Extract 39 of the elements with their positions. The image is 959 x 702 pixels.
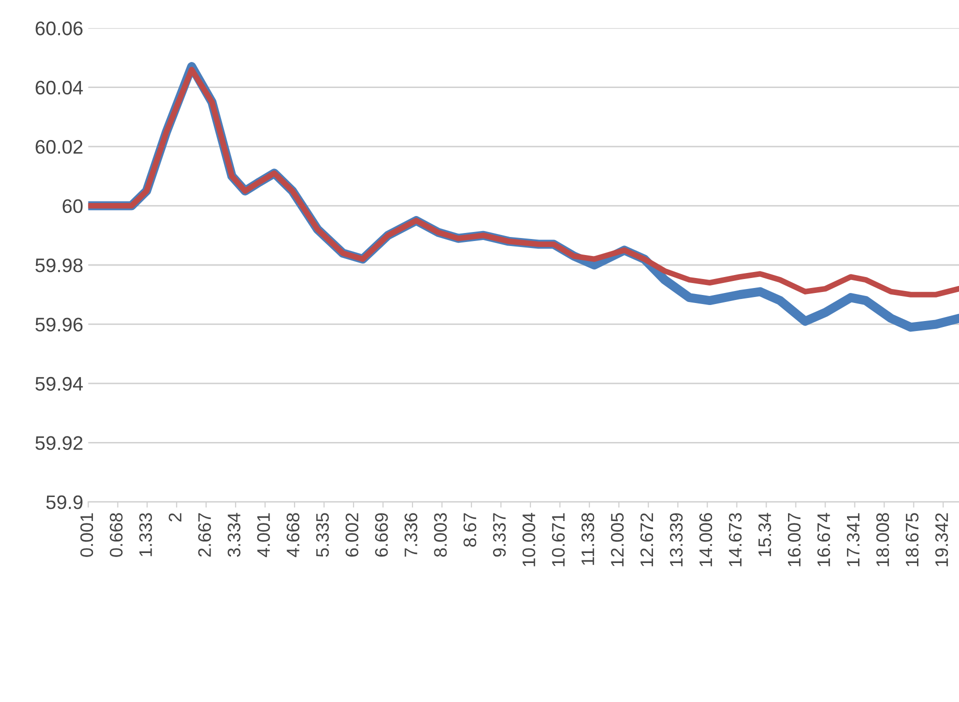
x-tick-label: 5.335 [316,513,329,557]
x-tick-label: 12.005 [610,513,624,566]
x-tick-label: 9.337 [493,513,506,557]
y-tick-label: 59.96 [35,318,83,332]
y-tick-label: 60 [62,199,83,214]
x-tick-label: 0.001 [80,513,94,557]
x-tick-label: 16.674 [817,512,830,566]
x-tick-label: 15.34 [758,512,772,556]
x-tick-label: 18.008 [876,513,890,566]
x-tick-label: 6.002 [346,513,358,557]
x-tick-label: 8.003 [434,513,447,557]
y-tick-label: 60.04 [36,80,83,95]
x-tick-label: 8.67 [464,513,476,547]
y-tick-label: 60.06 [36,22,83,36]
x-tick-label: 3.334 [228,512,240,557]
x-tick-label: 7.336 [404,513,418,557]
x-tick-label: 17.341 [846,513,860,566]
x-tick-label: 16.007 [788,513,801,566]
x-tick-label: 2 [168,513,182,522]
x-tick-label: 14.006 [699,513,712,566]
y-tick-label: 60.02 [36,140,82,154]
x-tick-label: 12.672 [640,513,654,566]
x-tick-label: 19.342 [935,513,948,566]
x-tick-label: 4.001 [257,513,270,558]
x-tick-label: 10.004 [522,512,536,566]
x-tick-label: 0.668 [110,513,123,557]
y-tick-label: 59.9 [46,495,82,510]
y-tick-label: 59.94 [35,376,83,391]
x-tick-label: 1.333 [139,513,152,556]
x-tick-label: 14.673 [728,513,742,566]
x-tick-label: 2.667 [198,513,211,557]
y-tick-label: 59.98 [35,258,83,272]
y-tick-label: 59.92 [35,436,82,450]
x-tick-label: 4.668 [286,513,300,558]
x-tick-label: 13.339 [670,513,683,566]
x-tick-label: 11.338 [581,513,594,565]
x-tick-label: 18.675 [906,513,919,566]
x-tick-label: 6.669 [375,513,388,557]
x-tick-label: 10.671 [552,513,565,566]
